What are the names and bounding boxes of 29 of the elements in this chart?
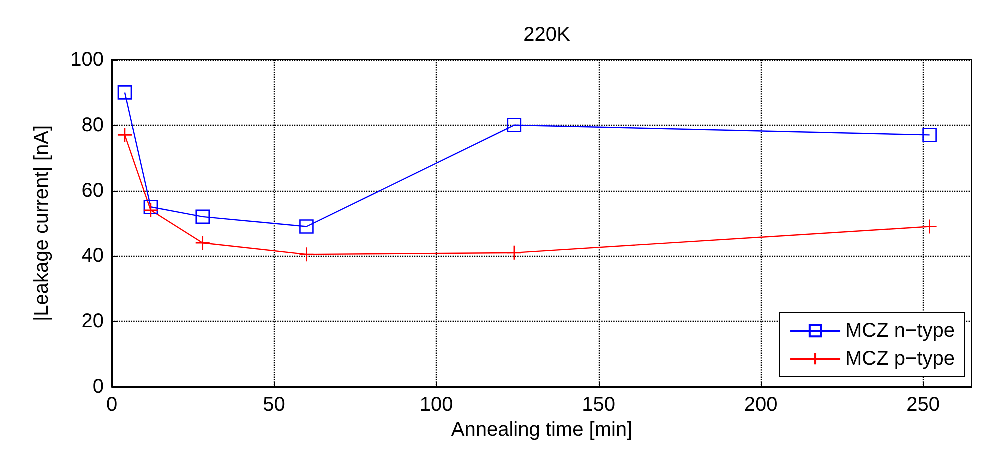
point (117, 128, 133, 143)
point (118, 86, 132, 100)
x-tick-label: 50 (263, 394, 286, 416)
point (299, 246, 314, 262)
y-axis-title: |Leakage current| [nA] (31, 125, 53, 322)
legend-label: MCZ p−type (846, 348, 955, 370)
y-tick-label: 40 (82, 245, 104, 268)
x-tick-label: 200 (744, 394, 778, 416)
point (144, 200, 158, 214)
point (922, 128, 937, 142)
y-tick-label: 80 (82, 114, 104, 136)
x-tick-label: 250 (906, 394, 940, 416)
point (506, 245, 522, 261)
x-tick-label: 150 (582, 394, 616, 416)
legend-label: MCZ n−type (846, 320, 955, 342)
point (922, 219, 938, 234)
y-tick-label: 100 (70, 49, 104, 71)
chart-title: 220K (524, 24, 572, 46)
y-tick-label: 0 (92, 376, 104, 398)
y-tick-label: 20 (82, 310, 104, 333)
point (143, 202, 159, 218)
x-tick-label: 100 (420, 394, 454, 416)
point (507, 118, 522, 133)
point (300, 220, 314, 234)
y-tick-label: 60 (82, 180, 104, 202)
x-axis-title: Annealing time [min] (451, 418, 633, 441)
x-tick-label: 0 (106, 394, 118, 416)
point (195, 235, 211, 251)
point (196, 210, 210, 224)
